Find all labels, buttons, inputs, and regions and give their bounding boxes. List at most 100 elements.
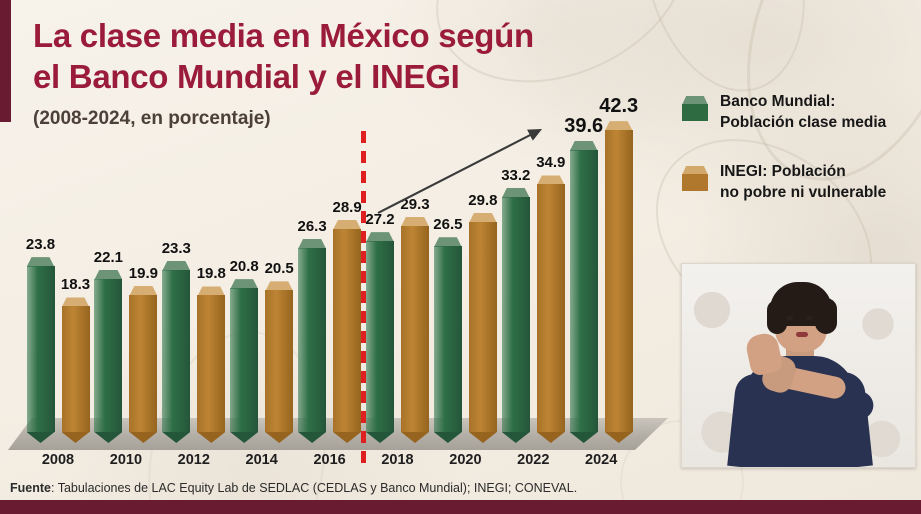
bar-front-face <box>536 184 565 432</box>
bar-bottom-point <box>433 431 462 443</box>
bar-front-face <box>162 269 191 432</box>
bar-value-label-2010-inegi: 19.9 <box>128 264 158 282</box>
bar-bottom-point <box>569 431 598 443</box>
bar-front-face <box>230 288 259 432</box>
page-subtitle: (2008-2024, en porcentaje) <box>33 108 271 129</box>
bar-front-face <box>94 278 123 432</box>
interpreter-hair-left <box>767 300 787 334</box>
bar-top-face <box>265 281 294 292</box>
title-line-2: el Banco Mundial y el INEGI <box>33 57 460 95</box>
sign-language-interpreter-video <box>681 263 916 468</box>
bar-banco-mundial-2022 <box>501 187 530 443</box>
bar-bottom-point <box>94 431 123 443</box>
bar-front-face <box>61 306 90 432</box>
bar-value-label-2012-bm: 23.3 <box>161 239 191 257</box>
bar-banco-mundial-2012 <box>162 260 191 443</box>
left-accent-bar <box>0 0 11 122</box>
bar-top-face <box>333 219 362 230</box>
bar-front-face <box>569 149 598 432</box>
bar-value-label-2018-inegi: 29.3 <box>400 195 430 213</box>
bar-front-face <box>501 196 530 432</box>
bar-bottom-point <box>197 431 226 443</box>
bar-value-label-2016-inegi: 28.9 <box>332 198 362 216</box>
bar-inegi-2010 <box>129 285 158 443</box>
bar-bottom-point <box>468 431 497 443</box>
bar-value-label-2024-bm: 39.6 <box>564 114 604 137</box>
bar-front-face <box>401 225 429 432</box>
bar-bottom-point <box>129 431 158 443</box>
bar-top-face <box>468 212 497 223</box>
legend-swatch-green-cube-icon <box>682 96 708 122</box>
bar-top-face <box>401 216 429 227</box>
legend-label-line-1: Banco Mundial: <box>720 93 836 110</box>
bar-banco-mundial-2024 <box>569 140 598 443</box>
bar-banco-mundial-2020 <box>433 237 462 443</box>
bar-inegi-2022 <box>536 175 565 443</box>
x-axis-label-2016: 2016 <box>313 452 346 468</box>
bar-value-label-2022-inegi: 34.9 <box>536 154 566 172</box>
x-axis-label-2024: 2024 <box>585 452 618 468</box>
bar-inegi-2024 <box>604 121 633 443</box>
x-axis-label-2010: 2010 <box>109 452 143 468</box>
bottom-accent-band <box>0 500 921 514</box>
bar-front-face <box>604 130 633 432</box>
bar-value-label-2014-bm: 20.8 <box>229 258 259 276</box>
bar-bottom-point <box>61 431 90 443</box>
x-axis-label-2008: 2008 <box>41 452 75 468</box>
bar-value-label-2008-bm: 23.8 <box>25 236 56 254</box>
legend-label-line-2: no pobre ni vulnerable <box>720 183 887 201</box>
bar-top-face <box>433 237 462 248</box>
bar-front-face <box>197 295 226 432</box>
bar-chart: 23.8 18.3 22.1 19.9 23.3 19.8 20.8 20.5 26.3 28.9… <box>8 95 668 468</box>
bar-bottom-point <box>230 431 259 443</box>
bar-bottom-point <box>401 431 429 443</box>
bar-value-label-2008-inegi: 18.3 <box>60 276 91 294</box>
bar-bottom-point <box>298 431 327 443</box>
bar-value-label-2010-bm: 22.1 <box>93 248 123 266</box>
source-note: Fuente: Tabulaciones de LAC Equity Lab d… <box>10 481 577 495</box>
legend-swatch-brown-cube-icon <box>682 165 708 192</box>
bar-value-label-2018-bm: 27.2 <box>365 211 395 229</box>
bar-top-face <box>26 257 55 268</box>
interpreter-eye-right <box>806 316 813 320</box>
bar-top-face <box>129 285 158 296</box>
bar-banco-mundial-2008 <box>26 257 55 443</box>
bar-top-face <box>197 286 226 297</box>
bar-front-face <box>265 290 294 432</box>
source-text: : Tabulaciones de LAC Equity Lab de SEDL… <box>50 481 578 495</box>
bar-bottom-point <box>162 431 191 443</box>
bar-top-face <box>536 175 565 186</box>
bar-bottom-point <box>26 431 55 443</box>
bar-value-label-2014-inegi: 20.5 <box>264 260 294 278</box>
bar-top-face <box>604 121 633 132</box>
bar-top-face <box>162 260 191 271</box>
bar-inegi-2016 <box>333 219 362 443</box>
bar-top-face <box>94 269 123 280</box>
bar-value-label-2024-inegi: 42.3 <box>599 95 639 118</box>
bar-top-face <box>501 187 530 198</box>
bar-inegi-2018 <box>401 216 429 443</box>
bar-front-face <box>129 294 158 432</box>
legend-label-line-2: Población clase media <box>720 113 887 131</box>
bar-inegi-2008 <box>61 297 90 443</box>
bar-bottom-point <box>333 431 362 443</box>
x-axis-label-2020: 2020 <box>449 452 482 468</box>
title-line-1: La clase media en México según <box>33 17 534 54</box>
bar-inegi-2012 <box>197 286 226 443</box>
x-axis-label-2022: 2022 <box>517 452 550 468</box>
legend-label-banco-mundial: Banco Mundial: Población clase media <box>720 92 886 134</box>
bar-front-face <box>468 221 497 432</box>
bar-front-face <box>298 247 327 432</box>
bar-front-face <box>26 266 55 432</box>
bar-top-face <box>230 279 259 290</box>
bar-inegi-2020 <box>468 212 497 443</box>
bar-bottom-point <box>366 431 394 443</box>
bar-bottom-point <box>501 431 530 443</box>
bar-banco-mundial-2016 <box>298 238 327 443</box>
bar-bottom-point <box>536 431 565 443</box>
bar-banco-mundial-2014 <box>230 279 259 443</box>
bar-top-face <box>569 140 598 151</box>
x-axis-label-2018: 2018 <box>381 452 414 468</box>
trend-arrow-icon <box>377 128 543 214</box>
